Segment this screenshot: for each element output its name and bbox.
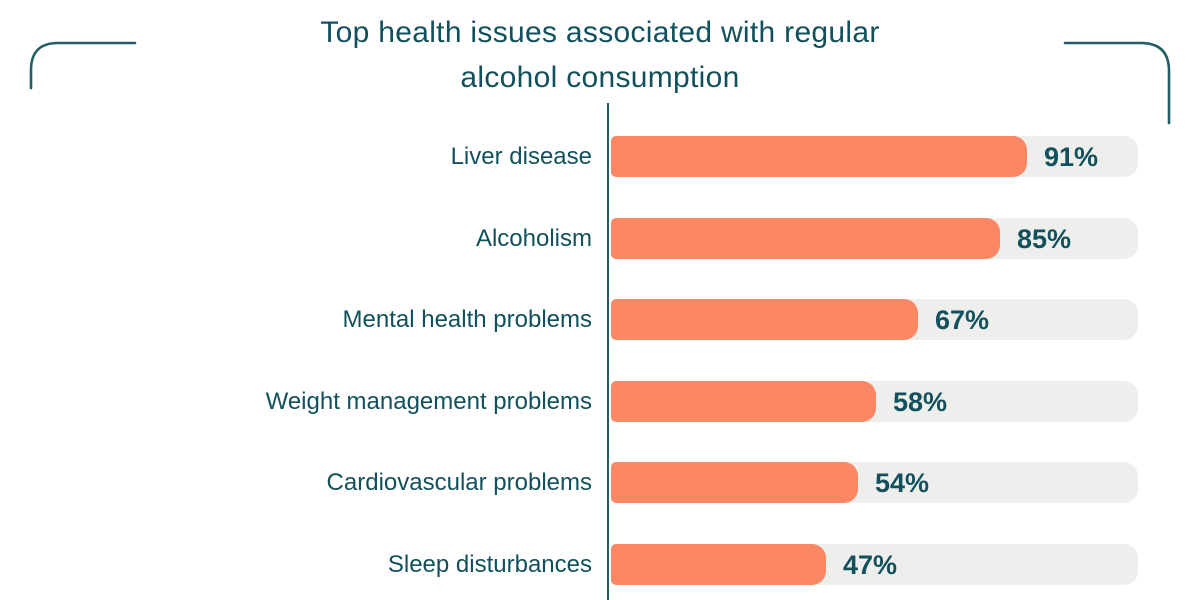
chart-title-line2: alcohol consumption — [460, 61, 740, 94]
category-label: Liver disease — [450, 143, 592, 170]
category-label: Alcoholism — [475, 224, 592, 252]
category-label: Cardiovascular problems — [326, 469, 592, 496]
category-label: Weight management problems — [265, 387, 592, 415]
chart-title-line1: Top health issues associated with regula… — [320, 16, 880, 49]
bar — [611, 380, 876, 422]
category-label: Sleep disturbances — [387, 550, 592, 578]
bar — [611, 217, 1000, 259]
value-label: 47% — [843, 549, 898, 580]
bar-row: Liver disease 91% — [0, 136, 1200, 177]
bar-row: Cardiovascular problems 54% — [0, 462, 1200, 503]
bar — [611, 299, 918, 340]
bar-row: Mental health problems 67% — [0, 299, 1200, 340]
category-label: Mental health problems — [342, 306, 592, 333]
value-label: 54% — [875, 468, 930, 498]
bar-row: Weight management problems 58% — [0, 380, 1200, 422]
value-label: 85% — [1017, 223, 1072, 254]
bar-row: Alcoholism 85% — [0, 217, 1200, 259]
value-label: 58% — [893, 386, 948, 417]
value-label: 67% — [935, 305, 990, 335]
value-label: 91% — [1044, 142, 1099, 172]
bar — [611, 543, 826, 585]
bar — [611, 136, 1027, 177]
y-axis-line — [607, 103, 609, 600]
bar-row: Sleep disturbances 47% — [0, 543, 1200, 585]
bar — [611, 462, 858, 503]
chart-title: Top health issues associated with regula… — [0, 10, 1200, 100]
